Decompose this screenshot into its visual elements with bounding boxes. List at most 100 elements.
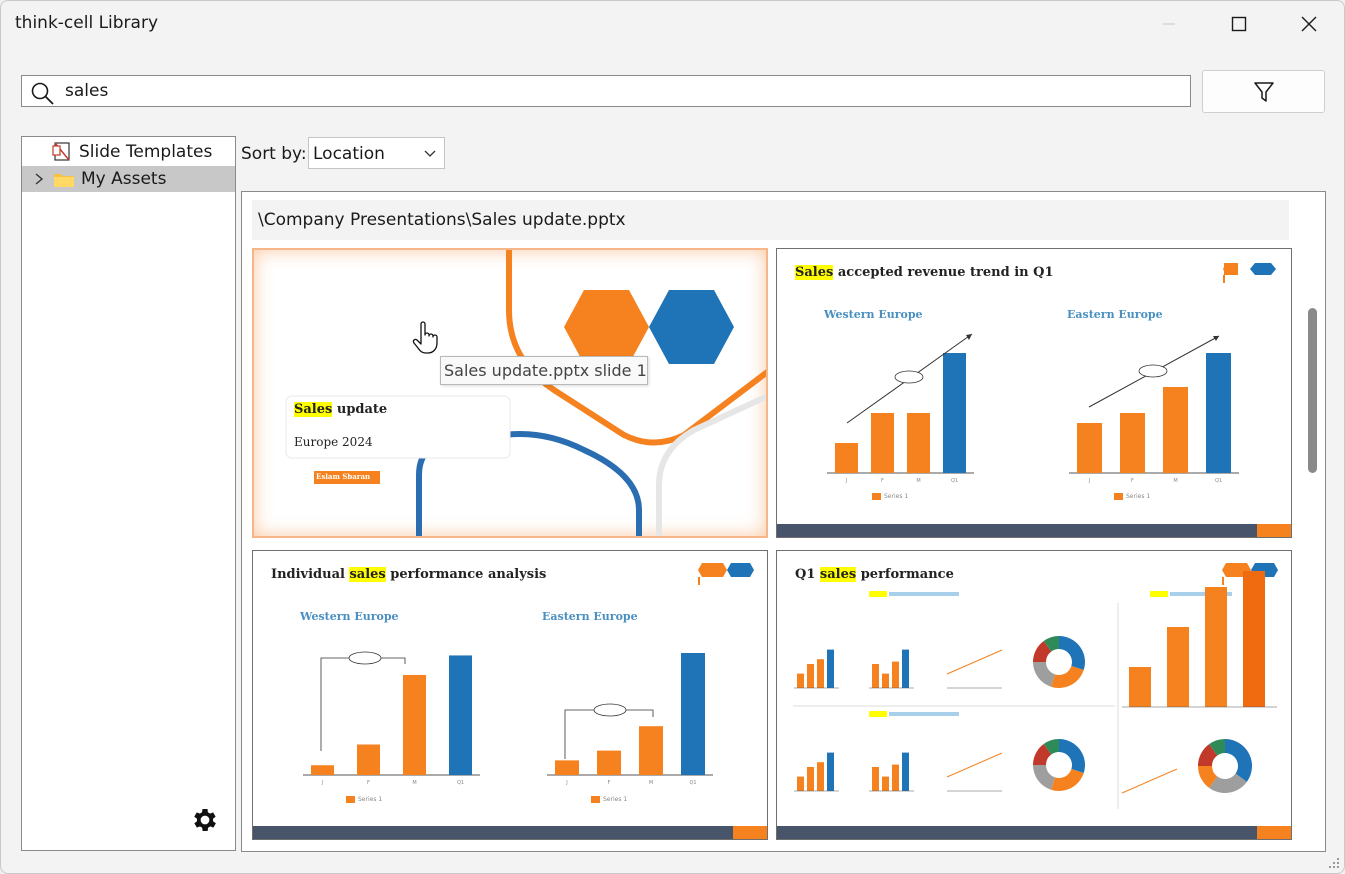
mini-line xyxy=(1122,769,1177,793)
mini-bar xyxy=(827,753,834,791)
chart-title-western: Western Europe xyxy=(824,308,923,321)
slide-templates-icon xyxy=(52,142,72,162)
window-title: think-cell Library xyxy=(15,13,158,33)
legend-label: Series 1 xyxy=(1126,493,1150,500)
chart-bar xyxy=(403,675,426,775)
legend-label: Series 1 xyxy=(358,796,382,803)
slide-1-artwork xyxy=(254,250,766,536)
chart-title-western: Western Europe xyxy=(300,610,399,623)
slide-title: Individual sales performance analysis xyxy=(271,567,546,582)
slide-thumbnail-1[interactable]: Sales update Europe 2024 Eslam Sbaran xyxy=(252,248,768,538)
mini-donut-slice xyxy=(1033,765,1055,790)
folder-tree[interactable]: Slide Templates My Assets xyxy=(21,136,236,851)
slide-subtitle: Europe 2024 xyxy=(294,435,373,449)
mini-donut-slice xyxy=(1059,636,1085,670)
close-button[interactable] xyxy=(1274,1,1344,47)
chart-bar xyxy=(871,413,894,473)
title-bar[interactable]: think-cell Library xyxy=(1,1,1344,47)
search-highlight: Sales xyxy=(795,265,833,280)
mini-donut-slice xyxy=(1225,739,1252,782)
tree-item-label: Slide Templates xyxy=(79,142,212,162)
tick-label: M xyxy=(412,780,416,786)
tree-item-my-assets[interactable]: My Assets xyxy=(22,166,235,192)
mini-bar xyxy=(882,674,889,688)
mini-bar xyxy=(807,767,814,791)
tick-label: J xyxy=(565,780,567,786)
slide-title-text: update xyxy=(332,402,387,417)
search-icon xyxy=(30,81,56,105)
slide-thumbnail-4[interactable]: Q1 sales performance xyxy=(776,550,1292,840)
tick-label: F xyxy=(367,780,370,786)
chart-bar xyxy=(1077,423,1102,473)
slide-title: Sales update xyxy=(294,402,387,417)
tick-label: F xyxy=(1131,478,1134,484)
slide-title-text: performance xyxy=(856,567,954,582)
tick-label: Q1 xyxy=(951,478,958,484)
mini-bar xyxy=(892,662,899,688)
minimize-button[interactable] xyxy=(1134,1,1204,47)
presenter-name: Eslam Sbaran xyxy=(316,472,370,481)
results-panel[interactable]: \Company Presentations\Sales update.pptx… xyxy=(241,191,1326,852)
mini-bar xyxy=(817,659,824,688)
mini-bar xyxy=(807,664,814,688)
chart-bar xyxy=(835,443,858,473)
chart-bar xyxy=(1163,387,1188,473)
vertical-scrollbar[interactable] xyxy=(1299,192,1325,851)
slide-4-dashboard xyxy=(777,551,1291,839)
chart-bar xyxy=(1206,353,1231,473)
mini-bar xyxy=(1129,667,1151,707)
tree-item-slide-templates[interactable]: Slide Templates xyxy=(22,139,235,165)
slide-footer xyxy=(777,524,1291,537)
tick-label: Q1 xyxy=(1215,478,1222,484)
close-icon xyxy=(1301,16,1317,32)
mini-bar xyxy=(882,777,889,791)
mini-bar xyxy=(797,674,804,688)
slide-footer xyxy=(777,826,1291,839)
maximize-button[interactable] xyxy=(1204,1,1274,47)
tick-label: Q1 xyxy=(689,780,696,786)
search-box[interactable] xyxy=(21,75,1191,107)
chart-bar xyxy=(639,726,663,775)
mini-bar xyxy=(902,753,909,791)
mini-bar xyxy=(902,650,909,688)
tick-label: Q1 xyxy=(457,780,464,786)
tick-label: M xyxy=(649,780,653,786)
chevron-right-icon[interactable] xyxy=(33,172,45,186)
thumbnail-tooltip: Sales update.pptx slide 1 xyxy=(440,356,648,385)
slide-thumbnail-2[interactable]: J F M Q1 J F M Q1 Sales accepted revenue trend … xyxy=(776,248,1292,538)
slide-title: Q1 sales performance xyxy=(795,567,954,582)
chart-bar xyxy=(311,765,334,775)
legend-label: Series 1 xyxy=(603,796,627,803)
sort-value: Location xyxy=(313,144,385,164)
tick-label: F xyxy=(881,478,884,484)
tick-label: M xyxy=(916,478,920,484)
chevron-down-icon xyxy=(423,149,437,159)
maximize-icon xyxy=(1231,16,1247,32)
chart-bar xyxy=(681,653,705,775)
chart-bar xyxy=(1120,413,1145,473)
mini-bar xyxy=(872,767,879,791)
slide-2-chart: J F M Q1 J F M Q1 xyxy=(777,249,1291,537)
tick-label: M xyxy=(1173,478,1177,484)
slide-title-text: Q1 xyxy=(795,567,820,582)
chart-bar xyxy=(907,413,930,473)
mini-donut-slice xyxy=(1051,666,1084,688)
tree-item-label: My Assets xyxy=(81,169,166,189)
filter-icon xyxy=(1253,81,1275,103)
minimize-icon xyxy=(1162,17,1176,31)
mini-line xyxy=(947,753,1002,777)
slide-thumbnail-3[interactable]: J F M Q1 J F M Q1 Individual sales performance … xyxy=(252,550,768,840)
group-header: \Company Presentations\Sales update.pptx xyxy=(252,200,1289,240)
tick-label: F xyxy=(608,780,611,786)
sort-dropdown[interactable]: Location xyxy=(308,137,445,169)
search-input[interactable] xyxy=(65,78,1175,104)
scrollbar-thumb[interactable] xyxy=(1308,308,1317,473)
mini-bar xyxy=(1243,571,1265,707)
chart-bar xyxy=(555,760,579,775)
resize-grip-icon[interactable] xyxy=(1328,857,1340,869)
settings-gear-icon[interactable] xyxy=(190,805,220,835)
mini-bar xyxy=(817,762,824,791)
chart-title-eastern: Eastern Europe xyxy=(542,610,638,623)
filter-button[interactable] xyxy=(1202,70,1325,113)
slide-title-text: performance analysis xyxy=(386,567,547,582)
